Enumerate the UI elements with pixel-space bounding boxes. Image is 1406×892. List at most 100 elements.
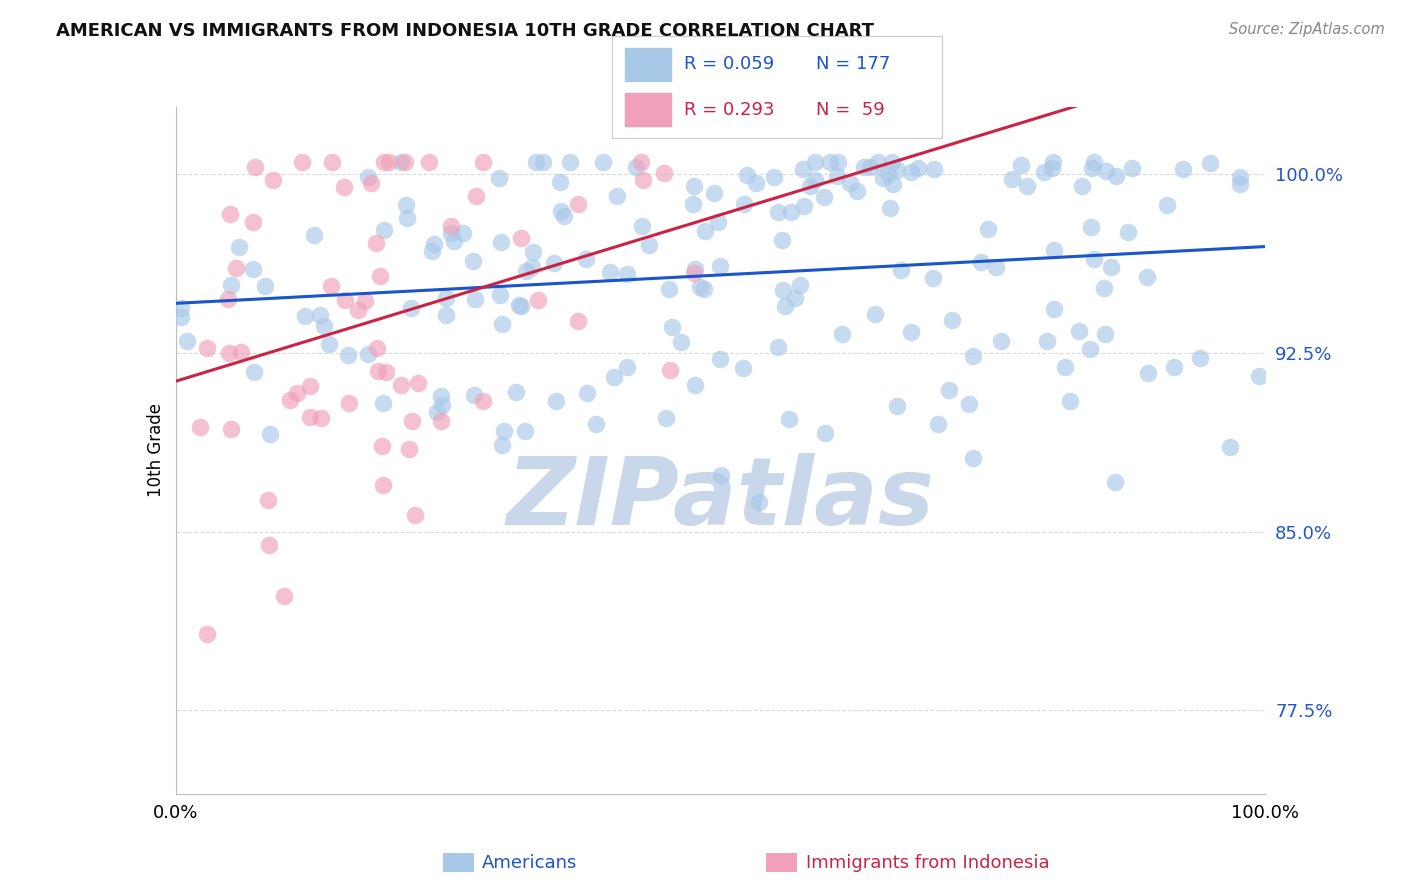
Point	[314, 318, 336, 333]
Point	[373, 154, 395, 169]
Point	[531, 154, 554, 169]
Point	[592, 154, 614, 169]
Bar	[624, 48, 671, 81]
Point	[900, 326, 922, 340]
Point	[257, 493, 280, 508]
Point	[1092, 281, 1115, 295]
Point	[221, 277, 243, 292]
Point	[1105, 169, 1128, 184]
Point	[709, 259, 731, 273]
Point	[373, 477, 395, 491]
Point	[176, 334, 198, 348]
Point	[927, 417, 949, 431]
Point	[768, 340, 790, 354]
Point	[1104, 475, 1126, 490]
Point	[309, 308, 332, 322]
Point	[1116, 225, 1139, 239]
Point	[560, 154, 582, 169]
Point	[748, 495, 770, 509]
Point	[886, 399, 908, 413]
Point	[631, 219, 654, 234]
Point	[868, 154, 890, 169]
Point	[195, 341, 218, 355]
Point	[575, 252, 598, 266]
Point	[394, 154, 416, 169]
Point	[682, 197, 704, 211]
Point	[814, 426, 837, 441]
Point	[1043, 243, 1066, 257]
Point	[804, 154, 827, 169]
Point	[524, 154, 547, 169]
Point	[882, 178, 904, 192]
Point	[770, 233, 793, 247]
Point	[422, 236, 444, 251]
Point	[522, 245, 544, 260]
Point	[294, 310, 316, 324]
Point	[984, 260, 1007, 274]
Point	[375, 365, 398, 379]
Point	[827, 169, 849, 184]
Point	[543, 255, 565, 269]
Point	[430, 398, 453, 412]
Point	[434, 308, 457, 322]
Point	[859, 160, 882, 174]
Point	[682, 266, 704, 280]
Point	[321, 279, 343, 293]
Point	[472, 154, 495, 169]
Point	[818, 155, 841, 169]
Point	[745, 176, 768, 190]
Point	[689, 280, 711, 294]
Point	[1081, 161, 1104, 175]
Point	[772, 283, 794, 297]
Point	[219, 207, 242, 221]
Point	[1054, 359, 1077, 374]
Point	[839, 176, 862, 190]
Point	[599, 264, 621, 278]
Point	[652, 166, 675, 180]
Point	[398, 442, 420, 457]
Point	[1156, 198, 1178, 212]
Point	[737, 169, 759, 183]
Point	[333, 180, 356, 194]
Point	[880, 155, 903, 169]
Point	[440, 219, 463, 233]
Point	[631, 173, 654, 187]
Point	[775, 299, 797, 313]
Point	[396, 211, 419, 225]
Point	[938, 383, 960, 397]
Point	[900, 165, 922, 179]
Point	[1136, 270, 1159, 285]
Text: R = 0.059: R = 0.059	[685, 55, 775, 73]
Point	[1083, 252, 1105, 266]
Point	[792, 162, 814, 177]
Point	[242, 215, 264, 229]
Point	[865, 307, 887, 321]
Point	[505, 384, 527, 399]
Point	[709, 352, 731, 367]
Point	[886, 163, 908, 178]
Point	[408, 376, 430, 390]
Point	[169, 301, 191, 315]
Point	[1015, 178, 1038, 193]
Point	[509, 231, 531, 245]
Point	[793, 199, 815, 213]
Point	[1229, 177, 1251, 191]
Point	[391, 154, 413, 169]
Point	[922, 161, 945, 176]
Point	[461, 254, 484, 268]
Point	[472, 394, 495, 409]
Point	[693, 282, 716, 296]
Point	[1080, 219, 1102, 234]
Point	[169, 310, 191, 325]
Point	[813, 190, 835, 204]
Point	[367, 364, 389, 378]
Point	[395, 198, 418, 212]
Point	[1078, 342, 1101, 356]
Point	[242, 261, 264, 276]
Point	[357, 169, 380, 184]
Point	[702, 186, 724, 200]
Point	[1247, 369, 1270, 384]
Point	[1059, 394, 1081, 409]
Point	[218, 345, 240, 359]
Bar	[624, 93, 671, 126]
